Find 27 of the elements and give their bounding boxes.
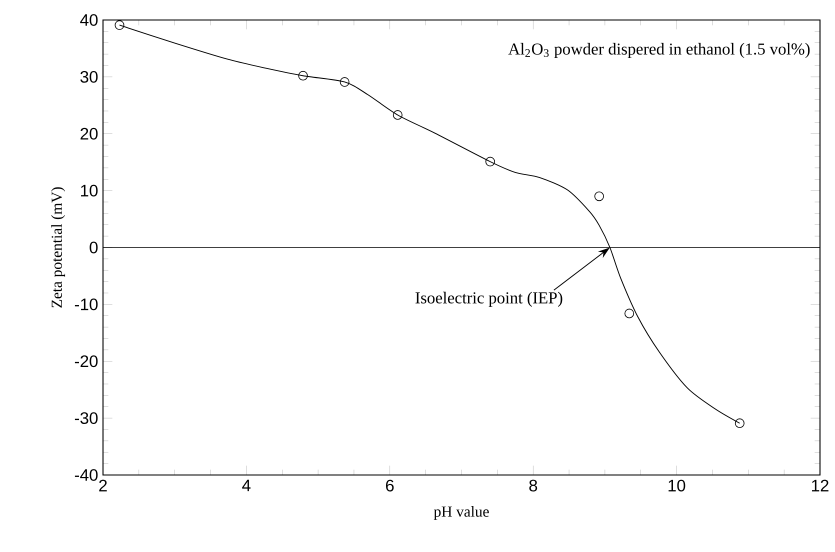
y-tick-label: -40 [74,469,98,481]
point [392,110,402,120]
point [594,192,604,202]
point [340,77,350,87]
y-axis-title: Zeta potential (mV) [51,187,66,308]
x-tick-label: 12 [812,480,828,492]
x-tick-label: 2 [99,480,107,492]
y-tick-label: 40 [80,14,98,26]
y-tick-label: 20 [80,128,98,140]
x-tick-label: 4 [242,480,251,492]
x-tick-label: 6 [386,480,394,492]
y-tick-label: -20 [74,355,98,368]
x-tick-label: 8 [529,480,538,492]
point [298,70,308,81]
annotation: Isoelectric point (IEP) [416,292,562,307]
y-tick-label: 0 [90,242,98,254]
point [734,418,744,428]
x-axis-title: pH value [434,506,489,520]
y-tick-label: 10 [81,184,98,197]
y-tick-label: -10 [74,298,98,310]
y-tick-label: -30 [74,412,98,424]
y-tick-label: 30 [80,70,98,83]
point [114,20,124,30]
point [485,156,495,166]
x-tick-label: 10 [668,480,686,492]
annotation: Al$_{2}$O$_{3}$ powder dispered in ethanol (1.5 vol%) [508,42,810,58]
point [624,308,634,318]
